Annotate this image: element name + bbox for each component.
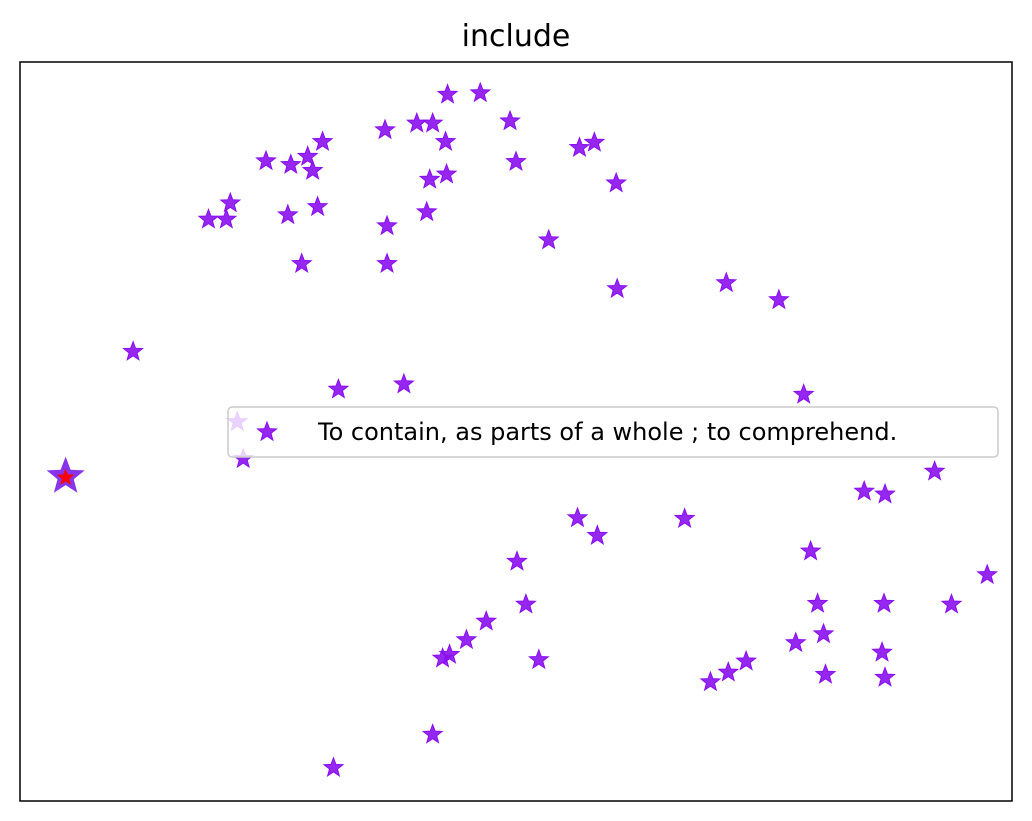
data-point <box>735 649 758 671</box>
data-point <box>871 641 893 662</box>
legend-background <box>227 406 999 458</box>
data-point <box>586 524 609 545</box>
data-point <box>812 622 835 644</box>
data-point <box>784 631 807 653</box>
data-point <box>499 109 521 131</box>
data-point <box>376 214 398 236</box>
data-point <box>301 159 324 180</box>
highlighted-point-core <box>57 468 75 485</box>
data-point <box>276 203 299 225</box>
data-point <box>699 670 722 692</box>
data-point <box>290 252 313 273</box>
data-point <box>515 593 537 614</box>
legend-marker-star <box>256 420 278 442</box>
data-point <box>940 593 963 614</box>
data-point <box>435 162 458 184</box>
data-point <box>421 111 444 133</box>
data-point <box>122 340 144 361</box>
data-point <box>311 130 334 152</box>
data-point <box>215 207 238 229</box>
data-point <box>806 592 829 613</box>
data-point <box>874 666 896 687</box>
data-point <box>376 252 398 273</box>
data-point <box>434 130 457 152</box>
data-point <box>415 200 438 222</box>
data-point <box>976 563 999 585</box>
data-point <box>874 482 896 504</box>
data-point <box>606 277 629 299</box>
legend-label: To contain, as parts of a whole ; to com… <box>317 418 897 446</box>
data-points-layer <box>46 81 999 777</box>
data-point <box>527 648 550 670</box>
data-point <box>505 150 527 172</box>
data-point <box>306 195 329 217</box>
data-point <box>455 628 478 650</box>
data-point <box>279 153 302 174</box>
data-point <box>768 288 790 310</box>
data-point <box>431 646 454 668</box>
legend-star-marker <box>256 420 278 442</box>
data-point <box>296 145 319 166</box>
data-point <box>853 479 876 501</box>
data-point <box>537 228 560 250</box>
data-point <box>673 507 696 528</box>
data-point <box>393 372 415 394</box>
data-point <box>469 81 492 103</box>
chart-title: include <box>462 19 571 54</box>
data-point <box>327 377 350 399</box>
data-point <box>568 136 591 157</box>
data-point <box>506 550 528 571</box>
data-point <box>436 83 459 104</box>
data-point <box>566 506 589 528</box>
data-point <box>923 459 946 481</box>
data-point <box>219 191 242 213</box>
data-point <box>418 168 441 189</box>
data-point <box>255 149 277 171</box>
data-point <box>197 207 220 229</box>
data-point <box>814 663 837 684</box>
data-point <box>799 539 822 561</box>
data-point <box>717 660 740 682</box>
data-point <box>715 271 738 293</box>
data-point <box>583 131 606 152</box>
data-point <box>873 592 895 613</box>
data-point <box>374 118 396 140</box>
data-point <box>475 609 498 631</box>
data-point <box>792 383 815 404</box>
data-point <box>322 756 345 777</box>
data-point <box>421 723 444 744</box>
data-point <box>605 171 628 193</box>
legend-box: To contain, as parts of a whole ; to com… <box>227 406 999 458</box>
